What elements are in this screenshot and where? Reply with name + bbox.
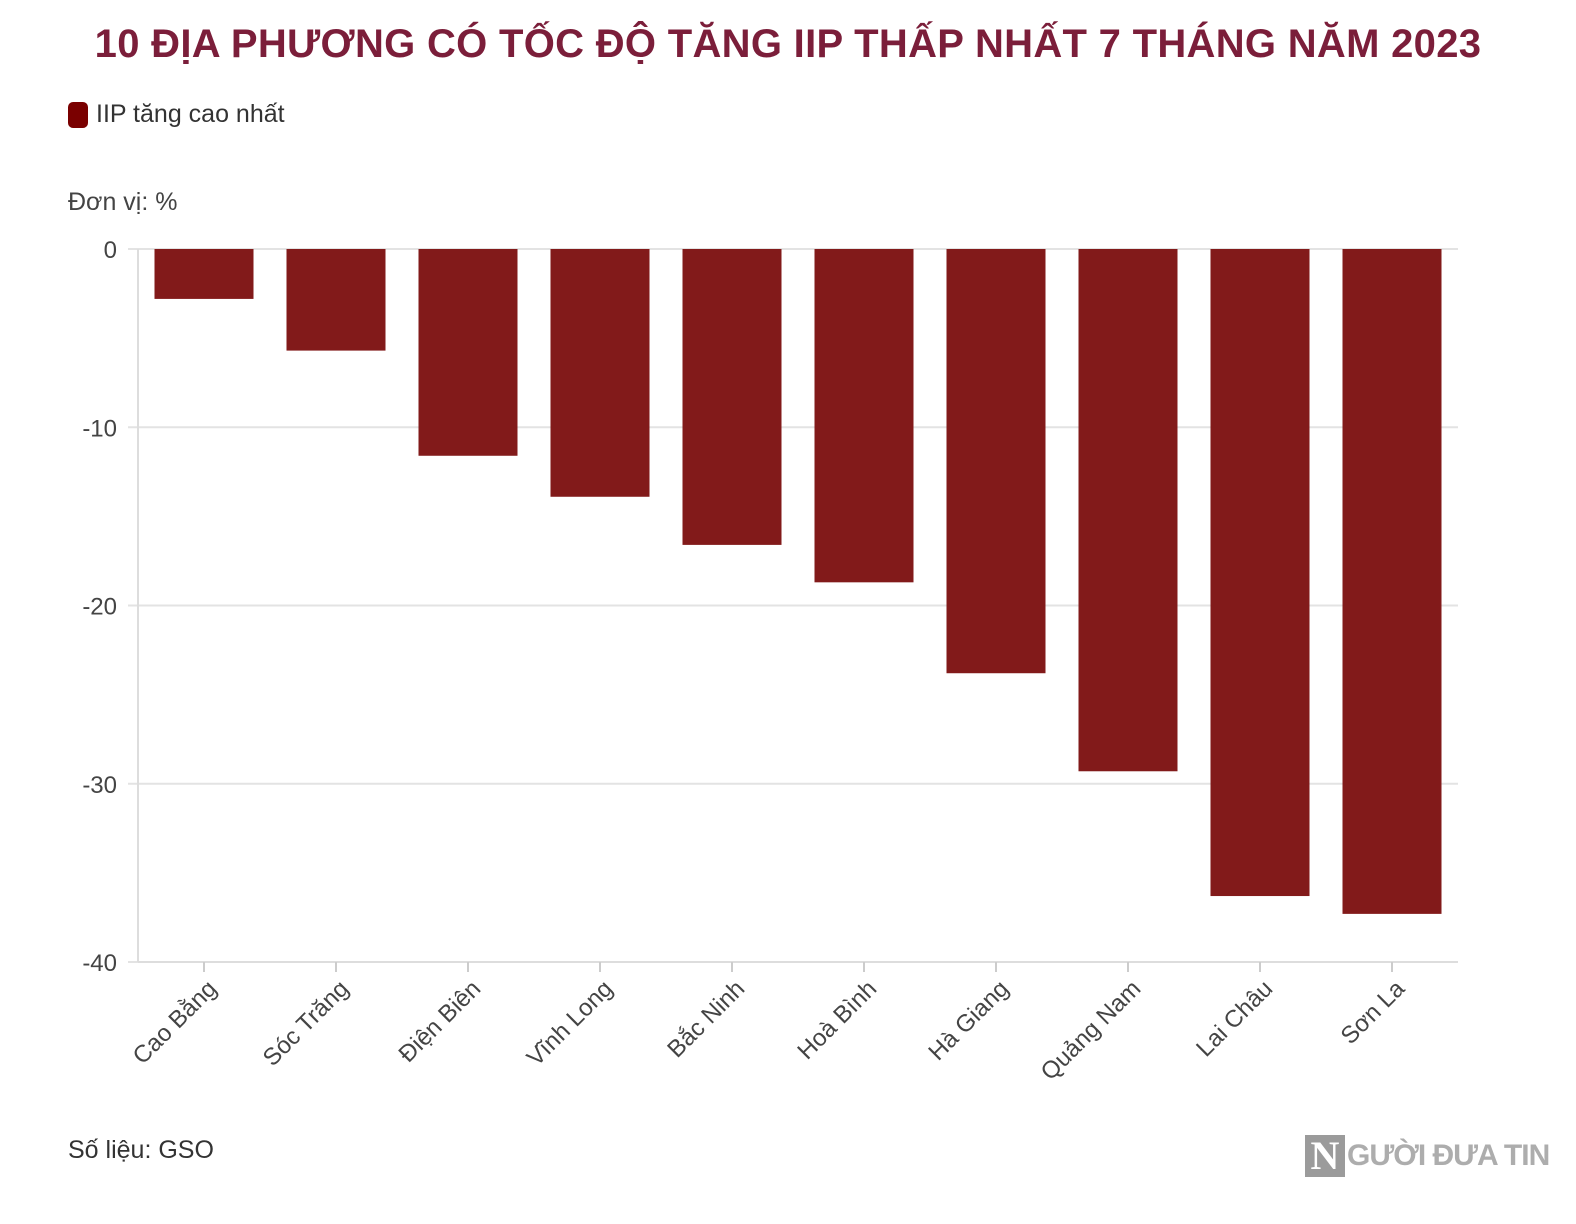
y-tick-label: -20 (82, 594, 117, 621)
logo-letter: N (1305, 1135, 1345, 1177)
x-tick-label: Sóc Trăng (258, 975, 354, 1071)
y-tick-label: -30 (82, 772, 117, 799)
bar (1078, 249, 1178, 772)
chart-title: 10 ĐỊA PHƯƠNG CÓ TỐC ĐỘ TĂNG IIP THẤP NH… (94, 22, 1482, 66)
bar (286, 249, 386, 351)
bars (154, 249, 1442, 914)
x-tick-label: Quảng Nam (1036, 975, 1147, 1086)
x-tick-label: Lai Châu (1191, 975, 1278, 1062)
y-tick-label: 0 (104, 237, 117, 264)
legend-swatch (68, 101, 88, 128)
x-tick-label: Hà Giang (923, 975, 1014, 1066)
bar-chart: 0 -10 -20 -30 -40 Cao Bằng Sóc Trăng Điện Biên V… (82, 237, 1458, 1086)
x-tick-label: Hoà Bình (792, 975, 882, 1065)
x-tick-label: Vĩnh Long (522, 975, 618, 1071)
bar (418, 249, 518, 456)
bar (154, 249, 254, 299)
unit-label: Đơn vị: % (68, 188, 178, 216)
x-tick-label: Điện Biên (394, 975, 487, 1068)
bar (946, 249, 1046, 674)
y-tick-label: -40 (82, 950, 117, 977)
y-tick-label: -10 (82, 415, 117, 442)
bar (682, 249, 782, 545)
bar (814, 249, 914, 583)
legend-label: IIP tăng cao nhất (96, 100, 285, 128)
x-tick-label: Sơn La (1336, 975, 1411, 1050)
bar (1342, 249, 1442, 914)
publisher-logo: N GƯỜI ĐƯA TIN (1305, 1135, 1550, 1177)
x-tick-label: Cao Bằng (128, 975, 223, 1070)
bar (1210, 249, 1310, 897)
logo-text: GƯỜI ĐƯA TIN (1347, 1139, 1550, 1172)
legend[interactable]: IIP tăng cao nhất (68, 100, 285, 129)
bar (550, 249, 650, 497)
source-note: Số liệu: GSO (68, 1136, 214, 1164)
x-tick-label: Bắc Ninh (662, 975, 750, 1063)
